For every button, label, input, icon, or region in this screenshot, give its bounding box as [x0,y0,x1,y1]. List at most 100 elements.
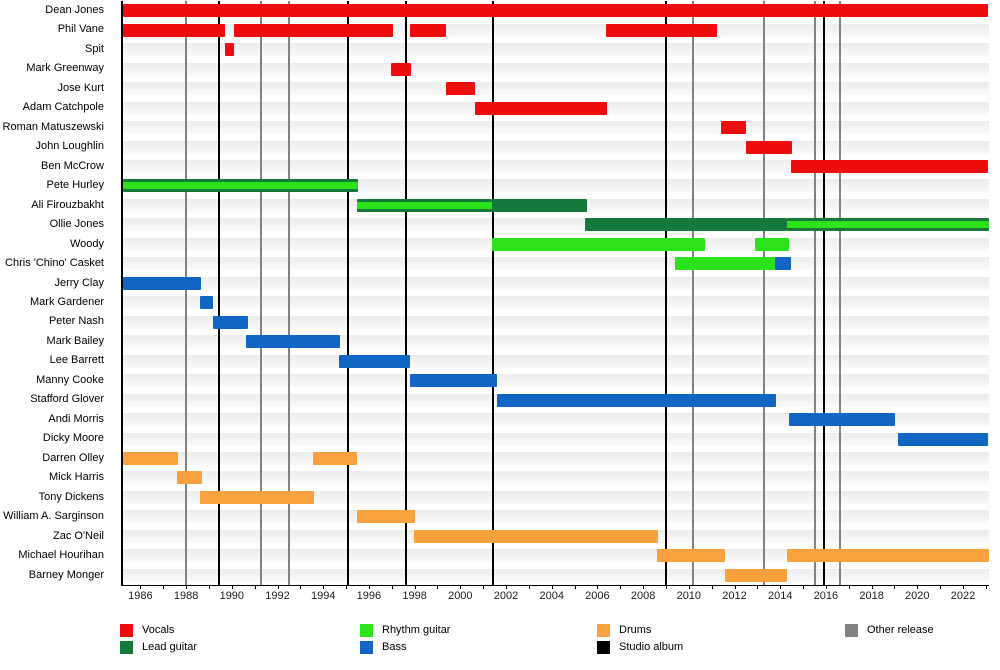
axis-tick [208,585,210,589]
row-track [123,296,989,310]
axis-tick-label: 2004 [539,590,564,602]
member-label: Woody [69,237,104,250]
studio-album-line [664,1,667,585]
axis-tick-label: 2002 [493,590,519,602]
timeline-bar-bass [123,276,201,290]
secondary-role-stripe-rhythm_guitar [357,201,492,209]
axis-tick-label: 1988 [173,590,199,602]
axis-tick [940,585,942,589]
timeline-plot-area [121,1,989,586]
row-track [123,140,989,154]
row-track [123,62,989,76]
axis-tick [140,585,142,589]
timeline-bar-vocals [409,23,447,37]
axis-tick-label: 1992 [265,590,290,602]
other-release-line [762,1,765,585]
timeline-bar-bass [213,315,248,329]
timeline-bar-vocals [606,23,718,37]
row-track [123,121,989,135]
member-label: Mark Greenway [26,62,104,75]
axis-tick [894,585,896,589]
axis-tick [871,585,873,589]
legend-swatch-studio-album [597,641,610,654]
member-label: Adam Catchpole [22,101,104,114]
timeline-bar-vocals [745,140,793,154]
secondary-role-stripe-rhythm_guitar [123,182,359,190]
member-label: Manny Cooke [36,373,104,386]
row-track [123,315,989,329]
axis-tick [323,585,325,589]
axis-tick [506,585,508,589]
axis-tick [711,585,713,589]
timeline-bar-drums [357,510,416,524]
timeline-bar-drums [312,451,358,465]
axis-tick-label: 2014 [767,590,793,602]
member-label: Phil Vane [57,23,104,36]
studio-album-line [217,1,220,585]
timeline-bar-lead_guitar [584,218,787,232]
legend-label: Other release [867,624,934,636]
axis-tick [757,585,759,589]
timeline-bar-vocals [474,101,608,115]
member-label: Stafford Glover [30,393,104,406]
axis-tick-label: 2010 [676,590,702,602]
timeline-bar-bass [789,413,896,427]
timeline-bar-rhythm_guitar [492,237,705,251]
timeline-bar-vocals [446,82,475,96]
axis-tick [803,585,805,589]
axis-tick [437,585,439,589]
timeline-bar-vocals [123,23,225,37]
member-label: Dean Jones [45,4,104,16]
legend-swatch-drums [597,624,610,637]
row-track [123,159,989,173]
member-label: Peter Nash [48,315,104,328]
timeline-bar-vocals [233,23,393,37]
member-label: Pete Hurley [46,179,104,192]
timeline-bar-lead_guitar [492,198,587,212]
timeline-bar-lead_guitar [123,179,359,193]
legend-swatch-vocals [120,624,133,637]
axis-tick-label: 2020 [905,590,930,602]
axis-tick-label: 2012 [722,590,747,602]
axis-tick [825,585,827,589]
member-label: Roman Matuszewski [2,120,104,133]
row-track [123,490,989,504]
row-track [123,257,989,271]
row-track [123,471,989,485]
member-label: Zac O'Neil [53,529,104,542]
member-label: Jose Kurt [57,81,104,94]
timeline-bar-rhythm_guitar [754,237,790,251]
row-track [123,82,989,96]
timeline-bar-drums [414,529,658,543]
other-release-line [184,1,187,585]
axis-tick [574,585,576,589]
axis-tick [620,585,622,589]
legend-label: Lead guitar [142,641,198,653]
timeline-bar-drums [176,471,202,485]
row-track [123,413,989,427]
axis-tick [848,585,850,589]
timeline-bar-bass [199,296,214,310]
axis-tick [665,585,667,589]
studio-album-line [405,1,408,585]
axis-tick [963,585,964,589]
axis-tick-label: 2022 [950,590,976,602]
member-label: Ali Firouzbakht [31,198,104,211]
row-track [123,276,989,290]
member-label: John Loughlin [35,140,104,153]
axis-tick [483,585,485,589]
timeline-bar-lead_guitar [357,198,492,212]
timeline-bar-lead_guitar [786,218,989,232]
timeline-bar-vocals [791,159,988,173]
axis-tick [734,585,736,589]
member-label: Dicky Moore [42,432,104,445]
row-track [123,43,989,57]
timeline-bar-bass [409,374,497,388]
axis-tick [368,585,370,589]
timeline-bar-drums [199,490,314,504]
axis-tick [300,585,302,589]
studio-album-line [823,1,826,585]
timeline-bar-vocals [224,43,234,57]
timeline-bar-bass [246,335,341,349]
